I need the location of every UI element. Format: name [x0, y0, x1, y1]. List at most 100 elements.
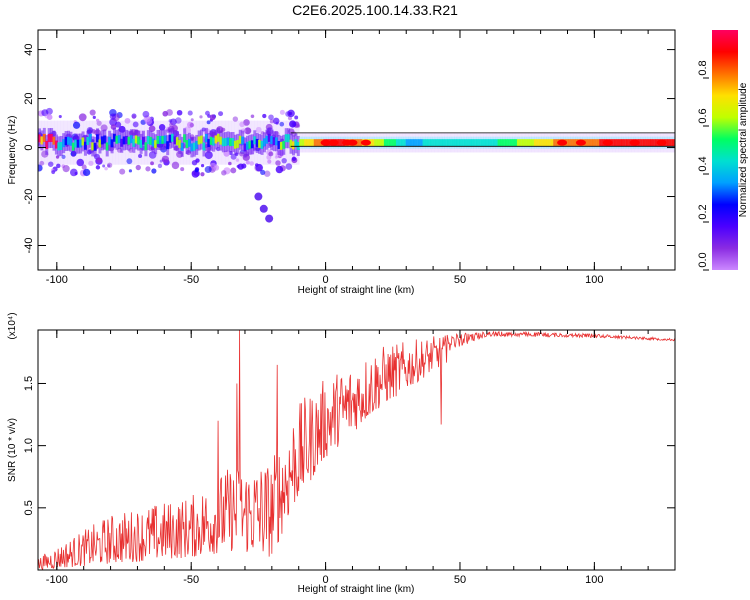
heatmap-cell [306, 139, 310, 147]
heatmap-cell [74, 139, 78, 148]
heatmap-cell [148, 125, 156, 132]
heatmap-cell [415, 139, 419, 147]
heatmap-cell [265, 123, 273, 131]
heatmap-cell [572, 139, 576, 147]
heatmap-cell [545, 139, 549, 147]
heatmap-cell [95, 165, 101, 170]
heatmap-cell [514, 139, 518, 147]
heatmap-cell [126, 158, 133, 165]
heatmap-cell [495, 139, 499, 147]
heatmap-cell [288, 111, 293, 116]
heatmap-cell [400, 139, 404, 147]
snr-x-tick-label: 50 [454, 574, 466, 586]
heatmap-cell [83, 141, 87, 150]
heatmap-cell [109, 113, 117, 120]
heatmap-cell [207, 139, 211, 148]
heatmap-cell [296, 123, 301, 128]
heatmap-cell [209, 114, 216, 121]
heatmap-cell [291, 121, 297, 127]
colorbar-tick-label: 0.8 [697, 60, 709, 75]
heatmap-cell [235, 158, 240, 162]
heatmap-cell [249, 161, 255, 166]
heatmap-cell [195, 140, 199, 149]
heatmap-cell [267, 159, 272, 164]
heatmap-cell [238, 135, 242, 144]
spectrogram-y-tick-label: 0 [23, 144, 35, 150]
heatmap-cell [618, 139, 622, 147]
heatmap-cell [41, 109, 49, 117]
spectrogram-y-tick-label: 40 [23, 43, 35, 55]
heatmap-cell [620, 139, 624, 147]
heatmap-cell [96, 118, 100, 122]
heatmap-cell [596, 139, 600, 147]
heatmap-cell [204, 166, 212, 174]
heatmap-cell [625, 139, 629, 147]
heatmap-cell [557, 139, 568, 146]
heatmap-cell [42, 133, 46, 142]
heatmap-cell [340, 139, 344, 147]
heatmap-cell [138, 153, 143, 158]
heatmap-cell [107, 164, 111, 168]
heatmap-cell [96, 120, 102, 126]
heatmap-cell [260, 169, 266, 175]
heatmap-cell [656, 139, 667, 146]
heatmap-cell [538, 139, 542, 147]
spectrogram-x-axis-title: Height of straight line (km) [298, 285, 415, 296]
heatmap-cell [308, 139, 312, 147]
spectrogram-y-axis-title: Frequency (Hz) [7, 116, 18, 185]
heatmap-cell [250, 140, 254, 149]
heatmap-cell [96, 134, 100, 143]
heatmap-marks [38, 107, 675, 223]
heatmap-cell [132, 121, 139, 128]
heatmap-cell [270, 136, 274, 145]
heatmap-cell [241, 136, 245, 145]
heatmap-cell [490, 139, 494, 147]
heatmap-cell [316, 139, 320, 147]
heatmap-cell [512, 139, 516, 147]
heatmap-cell [268, 151, 274, 157]
heatmap-cell [245, 160, 250, 165]
heatmap-cell [192, 142, 196, 151]
heatmap-cell [62, 165, 70, 173]
heatmap-cell [269, 119, 274, 124]
heatmap-cell [616, 139, 620, 147]
heatmap-cell [93, 142, 97, 151]
heatmap-cell [206, 120, 211, 125]
heatmap-cell [91, 142, 95, 151]
heatmap-cell [161, 155, 170, 163]
heatmap-cell [186, 121, 194, 129]
heatmap-cell [376, 139, 380, 147]
heatmap-cell [200, 163, 205, 168]
heatmap-cell [45, 140, 49, 149]
heatmap-cell [205, 110, 210, 116]
heatmap-cell [231, 137, 235, 146]
heatmap-cell [550, 139, 554, 147]
heatmap-cell [439, 139, 443, 147]
heatmap-cell [497, 139, 501, 147]
heatmap-cell [59, 141, 63, 150]
heatmap-cell [76, 158, 85, 167]
heatmap-cell [360, 139, 371, 146]
heatmap-cell [666, 139, 670, 147]
heatmap-cell [82, 168, 91, 177]
spectrogram-y-tick-label: -40 [23, 238, 35, 254]
heatmap-cell [650, 139, 654, 147]
heatmap-cell [221, 138, 225, 147]
heatmap-cell [105, 142, 109, 151]
heatmap-cell [183, 134, 187, 143]
heatmap-cell [575, 139, 586, 146]
colorbar-tick-label: 0.4 [697, 156, 709, 171]
heatmap-cell [570, 139, 574, 147]
heatmap-cell [531, 139, 535, 147]
spectrogram-x-tick-label: 0 [323, 274, 329, 286]
heatmap-cell [422, 139, 426, 147]
heatmap-cell [158, 135, 162, 144]
heatmap-cell [195, 158, 200, 163]
heatmap-cell [396, 139, 400, 147]
heatmap-cell [132, 138, 136, 147]
heatmap-cell [304, 139, 308, 147]
heatmap-cell [383, 139, 387, 147]
heatmap-cell [602, 139, 613, 146]
heatmap-cell [645, 139, 649, 147]
